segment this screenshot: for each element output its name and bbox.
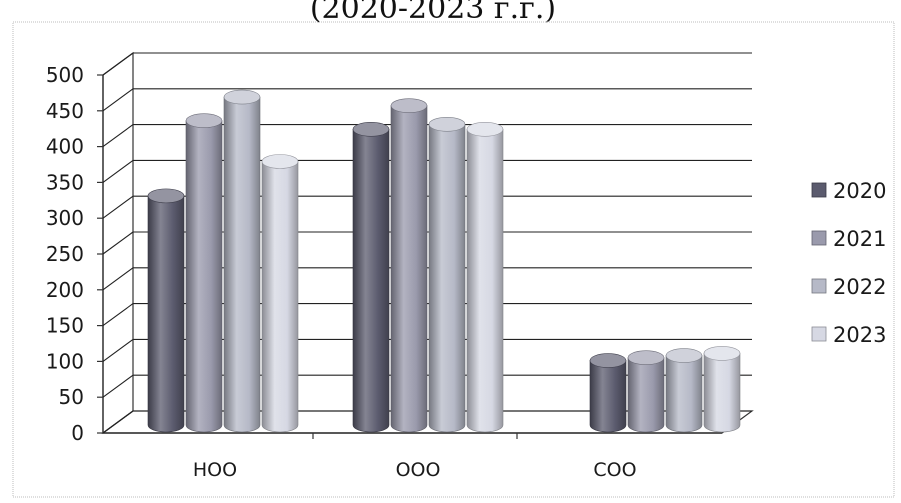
- legend: 2020 2021 2022 2023: [811, 179, 886, 347]
- chart-frame: [12, 21, 895, 498]
- legend-item: 2022: [811, 275, 886, 299]
- y-tick-label: 250: [46, 242, 84, 266]
- bar-top: [589, 353, 627, 368]
- bar-top: [466, 121, 504, 137]
- bar: [185, 113, 223, 433]
- bar-top: [627, 350, 665, 365]
- legend-swatch: [811, 326, 827, 342]
- bar-top: [352, 121, 390, 137]
- y-tick-label: 450: [46, 99, 84, 123]
- legend-label: 2021: [833, 227, 886, 251]
- bar-body: [466, 128, 504, 433]
- bar-body: [147, 195, 185, 433]
- bar-top: [223, 89, 261, 105]
- gridline-diagonal: [102, 267, 134, 291]
- legend-swatch: [811, 230, 827, 246]
- y-tick-label: 150: [46, 314, 84, 338]
- legend-label: 2023: [833, 323, 886, 347]
- gridline-diagonal: [102, 159, 134, 183]
- bar: [352, 121, 390, 433]
- bar-top: [147, 188, 185, 204]
- y-tick-label: 500: [46, 63, 84, 87]
- bar-body: [703, 353, 741, 433]
- y-tick-label: 50: [59, 385, 84, 409]
- bars: [147, 89, 741, 433]
- bar-body: [261, 161, 299, 433]
- bar-top: [261, 154, 299, 169]
- gridline-diagonal: [102, 124, 134, 148]
- legend-item: 2021: [811, 227, 886, 251]
- y-tick-label: 300: [46, 206, 84, 230]
- bar-body: [390, 105, 428, 433]
- legend-item: 2023: [811, 323, 886, 347]
- bar-body: [589, 360, 627, 433]
- bar: [703, 346, 741, 433]
- x-axis-labels: НОО ООО СОО: [193, 433, 637, 481]
- bar-top: [665, 348, 703, 363]
- x-category-label: СОО: [593, 459, 636, 481]
- bar-body: [223, 96, 261, 433]
- bar: [589, 353, 627, 433]
- legend-item: 2020: [811, 179, 886, 203]
- gridline-diagonal: [102, 303, 134, 327]
- bar: [665, 348, 703, 433]
- y-tick-label: 200: [46, 278, 84, 302]
- x-category-label: НОО: [193, 459, 237, 481]
- y-axis-tick-labels: 0 50 100 150 200 250 300 350 400 450 500: [46, 63, 84, 445]
- bar: [223, 89, 261, 433]
- bar-body: [665, 355, 703, 433]
- y-tick-label: 100: [46, 349, 84, 373]
- legend-label: 2020: [833, 179, 886, 203]
- y-tick-label: 350: [46, 170, 84, 194]
- bar-body: [627, 357, 665, 433]
- bar-top: [428, 116, 466, 132]
- y-tick-label: 400: [46, 135, 84, 159]
- legend-swatch: [811, 278, 827, 294]
- legend-swatch: [811, 182, 827, 198]
- gridline-diagonal: [102, 410, 134, 434]
- bar: [627, 350, 665, 433]
- gridline-diagonal: [102, 88, 134, 112]
- gridline-diagonal: [102, 338, 134, 362]
- x-category-label: ООО: [396, 459, 441, 481]
- bar: [428, 116, 466, 433]
- bar: [390, 98, 428, 433]
- gridline-diagonal: [102, 52, 134, 76]
- bar: [147, 188, 185, 433]
- bar-top: [390, 98, 428, 113]
- bar-body: [185, 120, 223, 433]
- bar: [261, 154, 299, 433]
- bar-top: [703, 346, 741, 361]
- bar: [466, 121, 504, 433]
- bar-top: [185, 113, 223, 128]
- y-tick-label: 0: [71, 421, 84, 445]
- bar-body: [352, 128, 390, 433]
- gridline-diagonal: [102, 374, 134, 398]
- bar-body: [428, 123, 466, 433]
- gridline-diagonal: [102, 195, 134, 219]
- gridline-diagonal: [102, 231, 134, 255]
- legend-label: 2022: [833, 275, 886, 299]
